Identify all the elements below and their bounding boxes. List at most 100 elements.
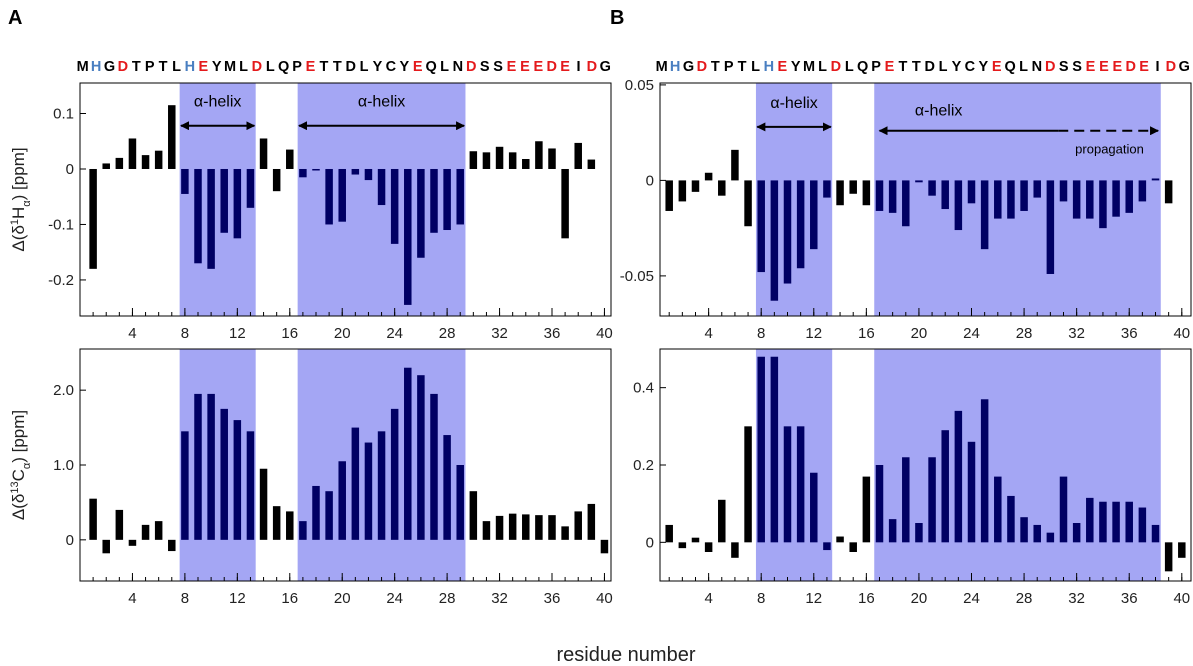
x-tick-label: 4 — [128, 325, 136, 342]
x-tick-label: 4 — [128, 590, 136, 607]
bar — [443, 435, 451, 540]
x-tick-label: 40 — [1173, 590, 1190, 607]
bar — [1086, 180, 1094, 219]
bar — [849, 542, 857, 552]
bar — [495, 146, 504, 169]
chart-panel-B-Ca: 4 8 12 16 20 24 28 32 36 40 0.4 0.2 0 — [633, 348, 1192, 607]
bar — [194, 168, 202, 264]
sequence-residue: D — [1045, 59, 1055, 75]
bar — [548, 515, 556, 540]
bar — [757, 180, 765, 273]
x-tick-label: 40 — [1173, 325, 1190, 342]
helix-label: α-helix — [770, 95, 817, 112]
bar — [390, 408, 399, 540]
bar — [128, 539, 137, 546]
x-tick-label: 36 — [1121, 590, 1138, 607]
bar — [915, 180, 923, 183]
chart-panel-A-Ca: 4 8 12 16 20 24 28 32 36 40 2.0 1.0 0 Δ(δ13Cα) [ppm] — [9, 348, 613, 607]
bar — [1007, 180, 1015, 219]
bar — [181, 168, 189, 194]
sequence-residue: T — [898, 59, 907, 75]
bar — [1178, 542, 1186, 558]
x-tick-label: 36 — [544, 325, 561, 342]
bar — [141, 155, 150, 169]
bar — [522, 159, 530, 169]
sequence-residue: E — [198, 59, 208, 75]
sequence-residue: Y — [399, 59, 409, 75]
bar — [364, 168, 373, 181]
bar — [574, 511, 582, 540]
sequence-residue: S — [1072, 59, 1082, 75]
bar — [495, 515, 504, 540]
bar — [115, 509, 124, 540]
bar — [994, 476, 1002, 543]
bar — [691, 537, 700, 543]
bar — [233, 420, 242, 540]
bar — [168, 539, 176, 552]
bar — [272, 506, 281, 540]
bar — [928, 180, 936, 196]
bar — [1086, 497, 1094, 543]
bar — [390, 168, 399, 244]
bar — [299, 521, 307, 540]
bar — [770, 356, 779, 543]
sequence-residue: M — [224, 59, 236, 75]
bar — [89, 498, 97, 540]
bar — [587, 159, 596, 169]
sequence-residue: H — [670, 59, 680, 75]
x-axis-label: residue number — [557, 644, 696, 666]
sequence-residue: E — [520, 59, 530, 75]
sequence-residue: C — [965, 59, 976, 75]
y-tick-label: 0.1 — [53, 106, 74, 123]
bar — [220, 408, 228, 540]
plot-frame — [79, 82, 612, 317]
x-tick-label: 40 — [596, 590, 613, 607]
sequence-residue: I — [1155, 59, 1159, 75]
x-tick-label: 20 — [911, 325, 928, 342]
bar — [351, 168, 360, 175]
sequence-residue: E — [777, 59, 787, 75]
x-tick-label: 16 — [281, 590, 298, 607]
bar — [351, 427, 360, 540]
bar — [718, 499, 726, 543]
sequence-residue: S — [480, 59, 490, 75]
sequence-residue: L — [360, 59, 369, 75]
sequence-residue: T — [132, 59, 141, 75]
sequence-residue: H — [91, 59, 101, 75]
sequence-residue: D — [118, 59, 128, 75]
sequence-residue: L — [440, 59, 449, 75]
sequence-residue: E — [560, 59, 570, 75]
bar — [980, 399, 989, 543]
bar — [181, 431, 189, 540]
bar — [404, 168, 412, 305]
bar — [678, 180, 687, 202]
sequence-residue: T — [333, 59, 342, 75]
bar — [1072, 180, 1081, 219]
bar — [548, 148, 556, 169]
bar — [1138, 180, 1147, 202]
y-tick-label: 0.05 — [625, 77, 654, 94]
bar — [272, 168, 281, 192]
helix-region — [874, 349, 1161, 581]
bar — [718, 180, 726, 196]
y-tick-label: 0 — [646, 534, 654, 551]
bar — [954, 410, 963, 543]
x-tick-label: 40 — [596, 325, 613, 342]
bar — [967, 441, 976, 543]
y-label-tail: ) [ppm] — [9, 147, 28, 200]
sequence-residue: E — [507, 59, 517, 75]
x-tick-label: 32 — [491, 325, 508, 342]
bar — [115, 157, 124, 169]
x-tick-label: 8 — [757, 325, 765, 342]
bar — [1125, 180, 1133, 213]
x-tick-label: 28 — [439, 590, 456, 607]
bar — [1020, 180, 1028, 211]
bar — [338, 461, 346, 540]
x-tick-label: 36 — [1121, 325, 1138, 342]
sequence-residue: T — [912, 59, 921, 75]
bar — [417, 375, 425, 540]
bar — [456, 465, 464, 540]
sequence-residue: L — [172, 59, 181, 75]
bar — [600, 539, 609, 554]
x-tick-label: 16 — [858, 590, 875, 607]
